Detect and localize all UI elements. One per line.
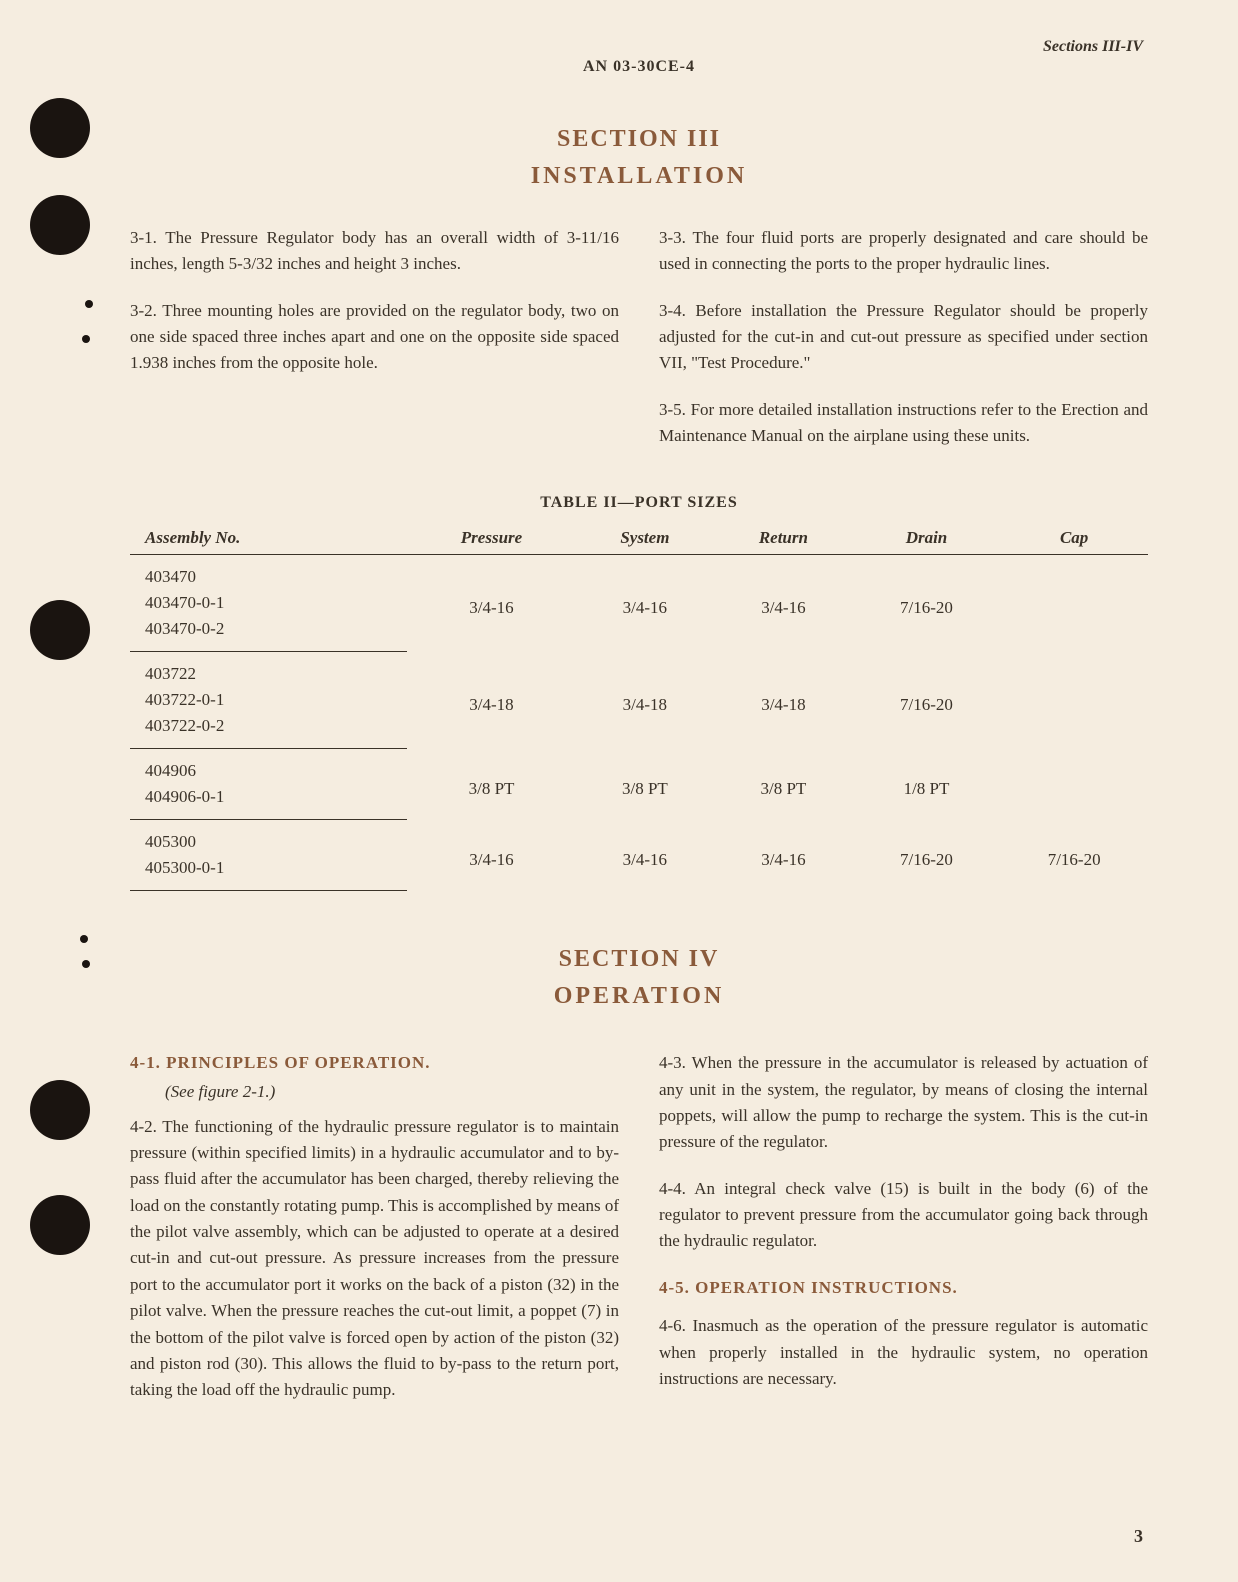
table-row: 4049063/8 PT3/8 PT3/8 PT1/8 PT: [130, 749, 1148, 785]
header-sections: Sections III-IV: [1043, 38, 1143, 56]
table-row: 4034703/4-163/4-163/4-167/16-20: [130, 555, 1148, 591]
cell-value: 3/8 PT: [714, 749, 853, 820]
cell-assembly: 404906: [130, 749, 407, 785]
col-cap: Cap: [1000, 522, 1148, 555]
cell-value: 7/16-20: [853, 820, 1001, 891]
section3-left-col: 3-1. The Pressure Regulator body has an …: [130, 225, 619, 469]
col-return: Return: [714, 522, 853, 555]
cell-value: 7/16-20: [853, 652, 1001, 749]
heading-4-1: 4-1. PRINCIPLES OF OPERATION.: [130, 1050, 619, 1076]
punch-hole-icon: [30, 98, 90, 158]
section3-body: 3-1. The Pressure Regulator body has an …: [130, 225, 1148, 469]
page-number: 3: [1134, 1526, 1143, 1547]
cell-assembly: 403470-0-1: [130, 590, 407, 616]
para-4-6: 4-6. Inasmuch as the operation of the pr…: [659, 1313, 1148, 1392]
section4-subtitle: OPERATION: [130, 983, 1148, 1010]
heading-4-5: 4-5. OPERATION INSTRUCTIONS.: [659, 1275, 1148, 1301]
section3-title: SECTION III: [130, 126, 1148, 153]
header-doc-id: AN 03-30CE-4: [130, 58, 1148, 76]
cell-assembly: 404906-0-1: [130, 784, 407, 820]
para-4-2: 4-2. The functioning of the hydraulic pr…: [130, 1114, 619, 1404]
section4-left-col: 4-1. PRINCIPLES OF OPERATION. (See figur…: [130, 1050, 619, 1423]
cell-value: 3/8 PT: [407, 749, 575, 820]
punch-hole-icon: [82, 335, 90, 343]
cell-value: 3/4-18: [576, 652, 714, 749]
para-3-3: 3-3. The four fluid ports are properly d…: [659, 225, 1148, 278]
cell-value: 3/4-16: [576, 820, 714, 891]
cell-value: 3/4-16: [407, 820, 575, 891]
punch-hole-icon: [30, 600, 90, 660]
section4-title: SECTION IV: [130, 946, 1148, 973]
section3-subtitle: INSTALLATION: [130, 163, 1148, 190]
punch-hole-icon: [80, 935, 88, 943]
cell-assembly: 405300-0-1: [130, 855, 407, 891]
punch-hole-icon: [30, 195, 90, 255]
table-row: 4037223/4-183/4-183/4-187/16-20: [130, 652, 1148, 688]
section3-right-col: 3-3. The four fluid ports are properly d…: [659, 225, 1148, 469]
cell-value: 3/4-16: [576, 555, 714, 652]
cell-value: [1000, 749, 1148, 820]
col-drain: Drain: [853, 522, 1001, 555]
para-3-5: 3-5. For more detailed installation inst…: [659, 397, 1148, 450]
cell-value: [1000, 652, 1148, 749]
section4-body: 4-1. PRINCIPLES OF OPERATION. (See figur…: [130, 1050, 1148, 1423]
cell-value: 7/16-20: [1000, 820, 1148, 891]
cell-value: 3/4-16: [407, 555, 575, 652]
para-3-2: 3-2. Three mounting holes are provided o…: [130, 298, 619, 377]
cell-assembly: 403722-0-2: [130, 713, 407, 749]
cell-value: 3/8 PT: [576, 749, 714, 820]
section4-right-col: 4-3. When the pressure in the accumulato…: [659, 1050, 1148, 1423]
cell-value: 3/4-18: [714, 652, 853, 749]
figure-ref: (See figure 2-1.): [165, 1082, 619, 1102]
cell-assembly: 403722-0-1: [130, 687, 407, 713]
punch-hole-icon: [30, 1195, 90, 1255]
cell-value: [1000, 555, 1148, 652]
cell-assembly: 403470: [130, 555, 407, 591]
para-3-4: 3-4. Before installation the Pressure Re…: [659, 298, 1148, 377]
table-row: 4053003/4-163/4-163/4-167/16-207/16-20: [130, 820, 1148, 856]
cell-assembly: 403722: [130, 652, 407, 688]
table-header-row: Assembly No. Pressure System Return Drai…: [130, 522, 1148, 555]
cell-value: 3/4-16: [714, 820, 853, 891]
cell-value: 3/4-18: [407, 652, 575, 749]
cell-value: 7/16-20: [853, 555, 1001, 652]
cell-value: 3/4-16: [714, 555, 853, 652]
col-system: System: [576, 522, 714, 555]
port-sizes-table: Assembly No. Pressure System Return Drai…: [130, 522, 1148, 891]
punch-hole-icon: [85, 300, 93, 308]
para-3-1: 3-1. The Pressure Regulator body has an …: [130, 225, 619, 278]
cell-assembly: 405300: [130, 820, 407, 856]
col-assembly: Assembly No.: [130, 522, 407, 555]
table-title: TABLE II—PORT SIZES: [130, 494, 1148, 512]
punch-hole-icon: [82, 960, 90, 968]
col-pressure: Pressure: [407, 522, 575, 555]
cell-assembly: 403470-0-2: [130, 616, 407, 652]
para-4-3: 4-3. When the pressure in the accumulato…: [659, 1050, 1148, 1155]
para-4-4: 4-4. An integral check valve (15) is bui…: [659, 1176, 1148, 1255]
cell-value: 1/8 PT: [853, 749, 1001, 820]
punch-hole-icon: [30, 1080, 90, 1140]
